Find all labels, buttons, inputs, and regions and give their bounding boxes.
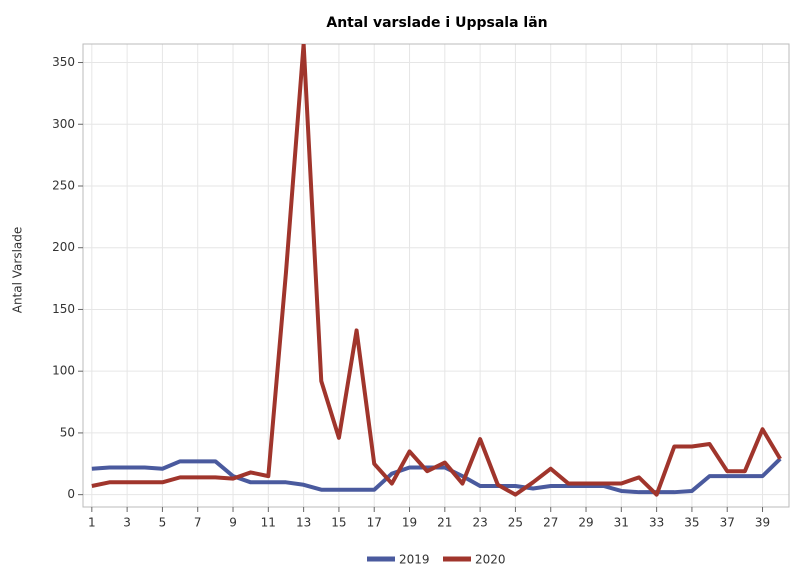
x-tick-label: 11 bbox=[261, 516, 276, 530]
y-axis-label: Antal Varslade bbox=[11, 227, 25, 314]
grid bbox=[83, 44, 789, 507]
y-tick-label: 300 bbox=[52, 117, 75, 131]
x-tick-label: 21 bbox=[437, 516, 452, 530]
y-tick-label: 250 bbox=[52, 178, 75, 192]
y-tick-label: 350 bbox=[52, 55, 75, 69]
x-tick-label: 19 bbox=[402, 516, 417, 530]
x-tick-label: 9 bbox=[229, 516, 237, 530]
plot-frame bbox=[82, 43, 790, 508]
x-tick-label: 1 bbox=[88, 516, 96, 530]
x-tick-label: 3 bbox=[123, 516, 131, 530]
line-series bbox=[91, 44, 782, 497]
x-tick-label: 5 bbox=[159, 516, 167, 530]
y-tick-label: 50 bbox=[60, 425, 75, 439]
legend-label: 2019 bbox=[399, 553, 430, 567]
y-tick-label: 0 bbox=[67, 487, 75, 501]
x-tick-label: 37 bbox=[720, 516, 735, 530]
y-tick-label: 150 bbox=[52, 302, 75, 316]
x-tick-label: 29 bbox=[578, 516, 593, 530]
y-tick-label: 100 bbox=[52, 364, 75, 378]
chart-title: Antal varslade i Uppsala län bbox=[326, 15, 547, 31]
x-tick-label: 23 bbox=[472, 516, 487, 530]
x-tick-label: 15 bbox=[331, 516, 346, 530]
x-tick-label: 33 bbox=[649, 516, 664, 530]
x-tick-label: 31 bbox=[614, 516, 629, 530]
x-tick-label: 39 bbox=[755, 516, 770, 530]
x-tick-label: 27 bbox=[543, 516, 558, 530]
x-tick-label: 13 bbox=[296, 516, 311, 530]
legend-label: 2020 bbox=[475, 553, 506, 567]
x-tick-label: 7 bbox=[194, 516, 202, 530]
x-tick-label: 25 bbox=[508, 516, 523, 530]
x-tick-label: 35 bbox=[684, 516, 699, 530]
y-tick-label: 200 bbox=[52, 240, 75, 254]
x-tick-label: 17 bbox=[367, 516, 382, 530]
